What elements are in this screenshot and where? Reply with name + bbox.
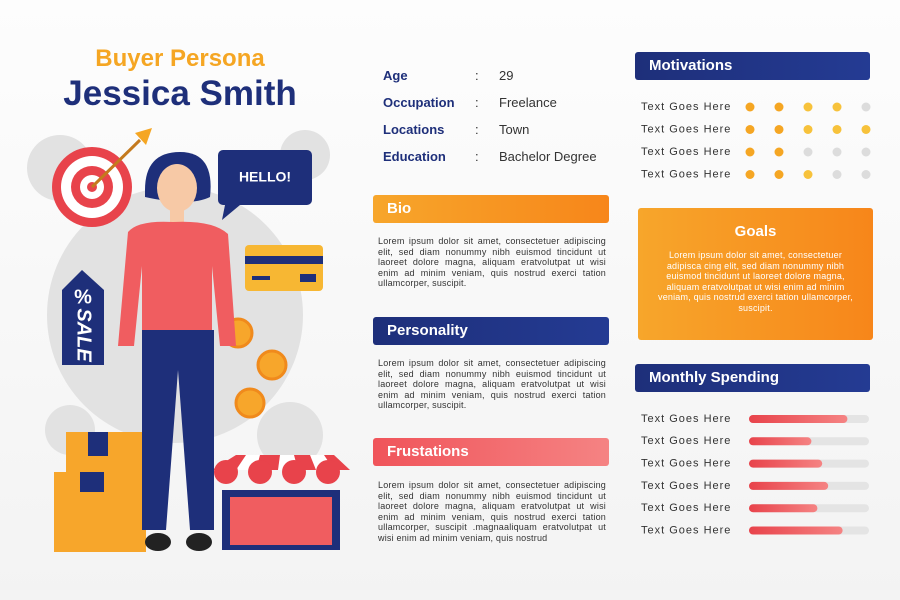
rating-dot bbox=[803, 170, 813, 179]
personality-header: Personality bbox=[373, 317, 609, 345]
motivations-header: Motivations bbox=[635, 52, 870, 80]
bar bbox=[749, 437, 812, 446]
subtitle: Buyer Persona bbox=[95, 45, 265, 72]
goals-box: Goals Lorem ipsum dolor sit amet, consec… bbox=[638, 208, 873, 340]
profile-label: Age bbox=[383, 68, 408, 83]
profile-value: Bachelor Degree bbox=[499, 149, 597, 164]
personality-text: Lorem ipsum dolor sit amet, consectetuer… bbox=[378, 358, 606, 410]
bar bbox=[749, 526, 843, 535]
frustations-text: Lorem ipsum dolor sit amet, consectetuer… bbox=[378, 480, 606, 543]
rating-dot bbox=[803, 125, 813, 134]
rating-dot bbox=[774, 170, 784, 179]
goals-text: Lorem ipsum dolor sit amet, consectetuer… bbox=[658, 250, 853, 313]
bar bbox=[749, 481, 829, 490]
profile-value: Freelance bbox=[499, 95, 557, 110]
bio-text: Lorem ipsum dolor sit amet, consectetuer… bbox=[378, 236, 606, 288]
profile-row: Locations: Town bbox=[383, 122, 623, 149]
rating-dot bbox=[803, 102, 813, 112]
profile-separator: : bbox=[475, 95, 479, 110]
profile-separator: : bbox=[475, 68, 479, 83]
frustations-header: Frustations bbox=[373, 438, 609, 466]
profile: Age: 29 Occupation: Freelance Locations: Town… bbox=[383, 68, 623, 176]
profile-row: Occupation: Freelance bbox=[383, 95, 623, 122]
rating-dot bbox=[774, 147, 784, 157]
tag-sale: SALE bbox=[73, 308, 95, 362]
rating-dot bbox=[745, 125, 755, 134]
spending-label: Text Goes Here bbox=[641, 413, 731, 425]
profile-label: Locations bbox=[383, 122, 445, 137]
title: Jessica Smith bbox=[63, 74, 297, 113]
illustration: HELLO! % SALE bbox=[27, 128, 350, 552]
rating-dot bbox=[861, 102, 871, 112]
rating-dot bbox=[745, 147, 755, 157]
rating-dot bbox=[774, 125, 784, 134]
bar bbox=[749, 459, 823, 468]
speech-text: HELLO! bbox=[239, 169, 291, 185]
motivation-label: Text Goes Here bbox=[641, 101, 731, 113]
spending-label: Text Goes Here bbox=[641, 502, 731, 514]
spending-label: Text Goes Here bbox=[641, 458, 731, 470]
spending-label: Text Goes Here bbox=[641, 435, 731, 447]
rating-dot bbox=[861, 147, 871, 157]
bar bbox=[749, 504, 818, 513]
motivation-label: Text Goes Here bbox=[641, 146, 731, 158]
bar bbox=[749, 415, 848, 423]
rating-dot bbox=[832, 102, 842, 112]
goals-title: Goals bbox=[734, 223, 777, 240]
profile-separator: : bbox=[475, 122, 479, 137]
rating-dot bbox=[861, 170, 871, 179]
motivations-chart: Text Goes Here Text Goes Here Text Goes He… bbox=[641, 101, 871, 180]
profile-label: Education bbox=[383, 149, 446, 164]
rating-dot bbox=[861, 125, 871, 134]
bio-header: Bio bbox=[373, 195, 609, 223]
profile-value: Town bbox=[499, 122, 530, 137]
rating-dot bbox=[832, 147, 842, 157]
rating-dot bbox=[832, 125, 842, 134]
profile-value: 29 bbox=[499, 68, 514, 83]
rating-dot bbox=[745, 102, 755, 112]
rating-dot bbox=[774, 102, 784, 112]
rating-dot bbox=[832, 170, 842, 179]
tag-percent: % bbox=[74, 286, 92, 308]
spending-label: Text Goes Here bbox=[641, 480, 731, 492]
profile-label: Occupation bbox=[383, 95, 455, 110]
rating-dot bbox=[745, 170, 755, 179]
rating-dot bbox=[803, 147, 813, 157]
spending-chart: Text Goes Here Text Goes Here Text Goes He… bbox=[641, 413, 869, 536]
profile-row: Age: 29 bbox=[383, 68, 623, 95]
spending-label: Text Goes Here bbox=[641, 524, 731, 536]
motivation-label: Text Goes Here bbox=[641, 123, 731, 135]
profile-separator: : bbox=[475, 149, 479, 164]
spending-header: Monthly Spending bbox=[635, 364, 870, 392]
motivation-label: Text Goes Here bbox=[641, 168, 731, 180]
profile-row: Education: Bachelor Degree bbox=[383, 149, 623, 176]
